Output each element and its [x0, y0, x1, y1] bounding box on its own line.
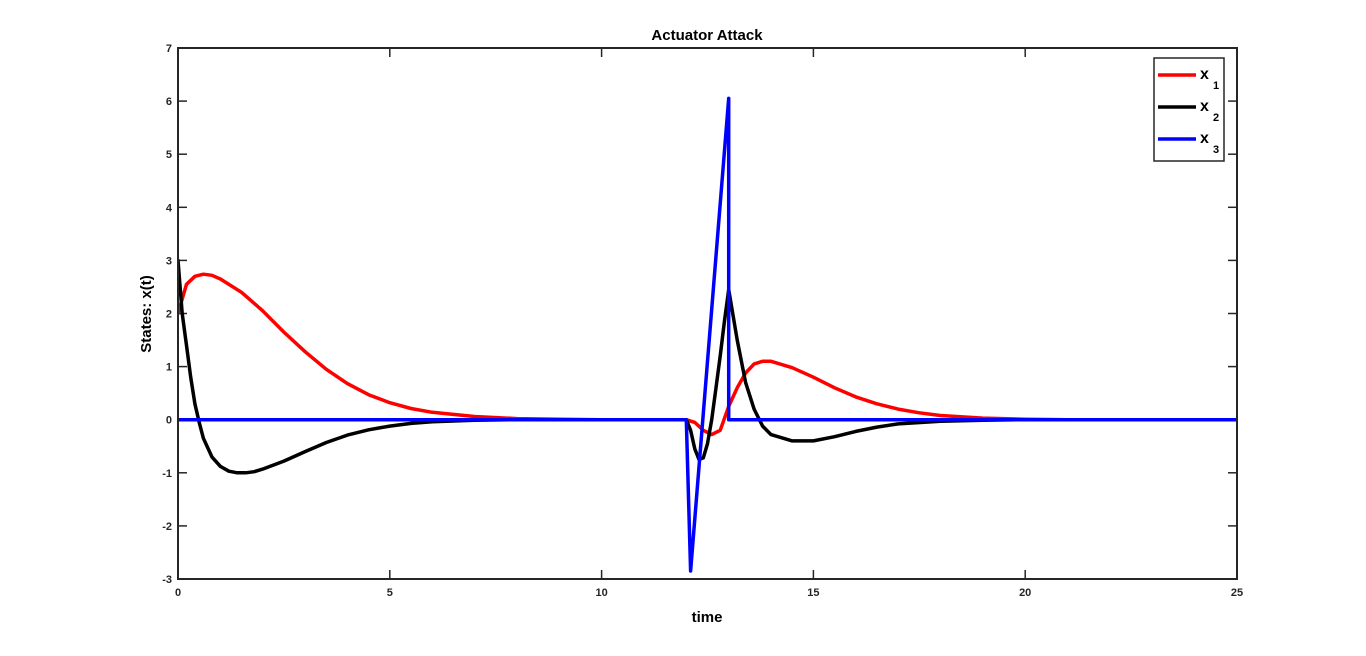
legend-subscript-x2: 2 [1213, 112, 1219, 124]
x-tick-label: 0 [175, 587, 181, 599]
y-axis-label: States: x(t) [138, 275, 155, 353]
y-tick-label: 2 [166, 309, 172, 321]
legend-label-x1: x [1200, 66, 1209, 83]
y-tick-label: 5 [166, 149, 172, 161]
series-line-x3 [178, 96, 1237, 573]
x-tick-label: 10 [595, 587, 607, 599]
x-tick-label: 5 [387, 587, 393, 599]
legend-label-x3: x [1200, 130, 1209, 147]
y-tick-label: 3 [166, 255, 172, 267]
axes-box [177, 47, 1238, 580]
x-tick-label: 15 [807, 587, 819, 599]
legend-subscript-x1: 1 [1213, 80, 1219, 92]
x-tick-label: 25 [1231, 587, 1243, 599]
y-tick-label: 1 [166, 362, 172, 374]
plot-background [178, 48, 1237, 579]
y-tick-label: -1 [162, 468, 172, 480]
y-tick-label: -2 [162, 521, 172, 533]
y-tick-label: 0 [166, 415, 172, 427]
y-tick-label: 6 [166, 96, 172, 108]
chart-title: Actuator Attack [651, 27, 763, 44]
legend-box [1153, 57, 1225, 162]
y-tick-label: 7 [166, 43, 172, 55]
y-tick-label: 4 [166, 202, 173, 214]
x-tick-label: 20 [1019, 587, 1031, 599]
x-axis-label: time [692, 609, 723, 626]
y-tick-label: -3 [162, 574, 172, 586]
series-line-x1 [178, 272, 1237, 437]
legend-label-x2: x [1200, 98, 1209, 115]
legend-subscript-x3: 3 [1213, 144, 1219, 156]
